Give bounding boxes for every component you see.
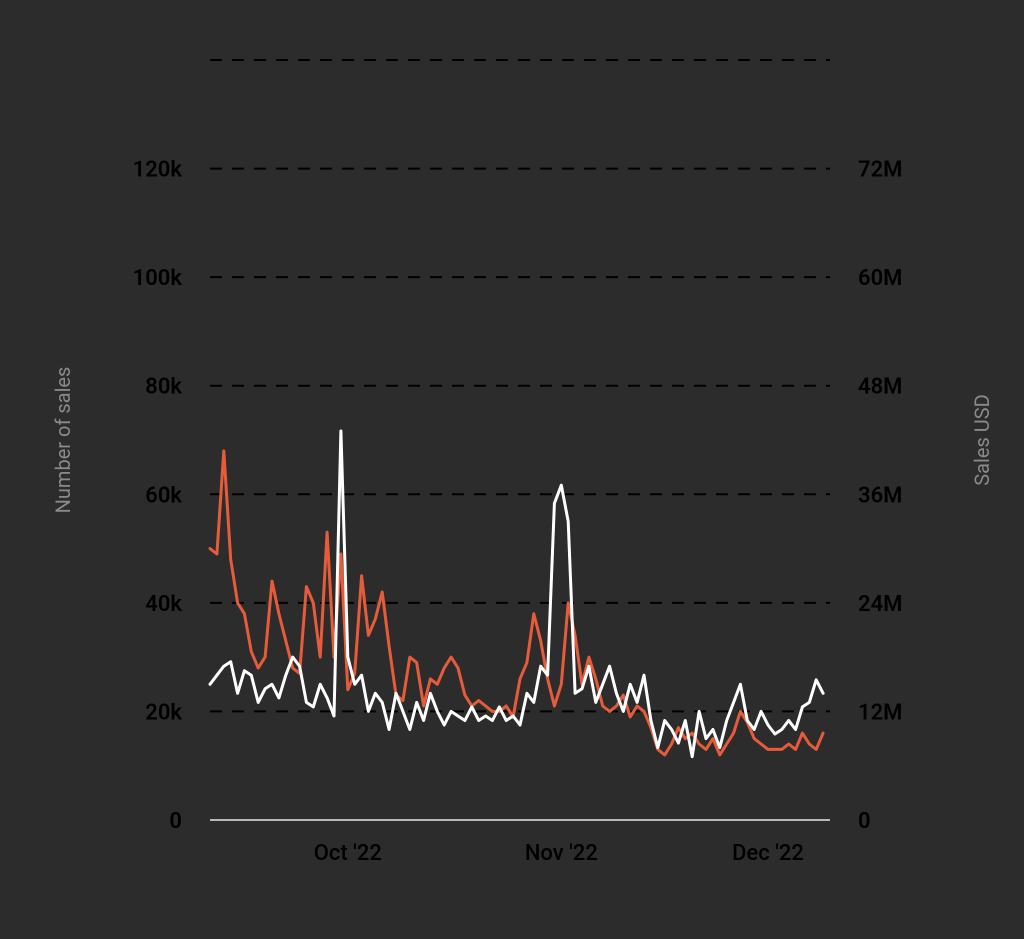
y-left-tick-label: 120k — [133, 158, 183, 183]
y-left-tick-label: 20k — [145, 700, 182, 725]
y-right-tick-label: 12M — [858, 700, 902, 725]
x-tick-label: Dec '22 — [732, 841, 804, 866]
x-tick-label: Nov '22 — [525, 841, 598, 866]
y-right-tick-label: 0 — [858, 809, 871, 834]
y-right-axis-title: Sales USD — [970, 394, 994, 485]
chart-svg: 0 20k 40k 60k 80k 100k 120k 0 12M 24M 36M 48M 60M 72M… — [0, 0, 1024, 939]
y-right-tick-label: 24M — [858, 592, 902, 617]
chart-bg — [0, 0, 1024, 939]
y-right-tick-label: 60M — [858, 266, 902, 291]
y-left-tick-label: 0 — [169, 809, 182, 834]
y-left-tick-label: 100k — [133, 266, 183, 291]
dual-axis-line-chart: 0 20k 40k 60k 80k 100k 120k 0 12M 24M 36M 48M 60M 72M… — [0, 0, 1024, 939]
y-right-tick-label: 48M — [858, 375, 902, 400]
y-left-tick-label: 40k — [145, 592, 182, 617]
y-left-tick-label: 60k — [145, 483, 182, 508]
x-tick-label: Oct '22 — [314, 841, 382, 866]
y-right-tick-label: 36M — [858, 483, 902, 508]
y-left-axis-title: Number of sales — [51, 367, 75, 514]
y-right-tick-label: 72M — [858, 158, 902, 183]
y-left-tick-label: 80k — [145, 375, 182, 400]
